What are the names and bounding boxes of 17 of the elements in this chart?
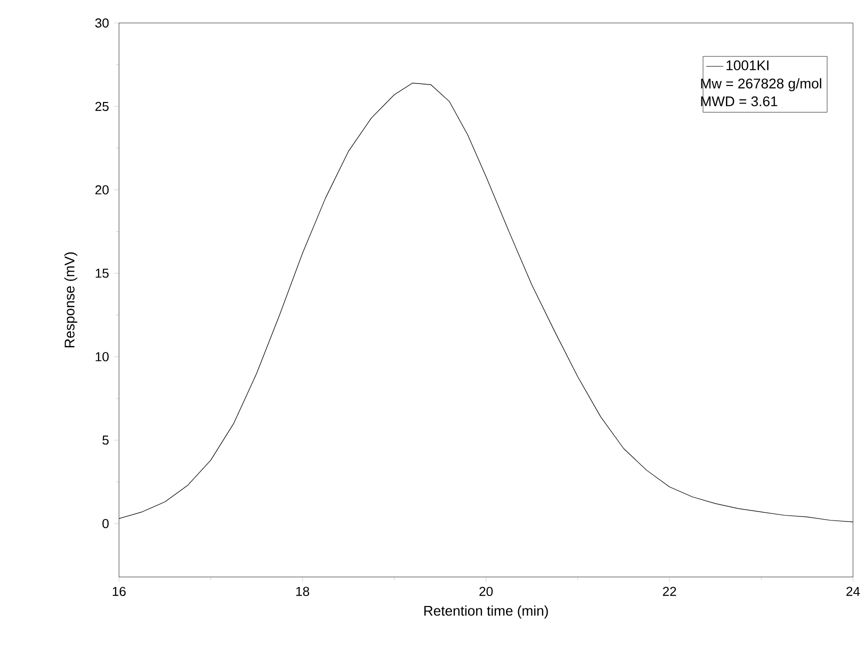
x-tick-label: 18	[296, 586, 310, 596]
x-tick-label: 16	[112, 586, 126, 596]
y-axis-title: Response (mV)	[64, 252, 78, 348]
x-axis-title: Retention time (min)	[424, 605, 548, 618]
x-tick-label: 22	[662, 586, 676, 596]
x-tick-label: 24	[846, 586, 860, 596]
x-tick-label: 20	[479, 586, 493, 596]
annotation: Mw = 267828 g/mol	[701, 78, 822, 92]
annotation: MWD = 3.61	[701, 96, 778, 106]
y-tick-label: 0	[102, 519, 109, 528]
y-tick-label: 15	[96, 268, 109, 278]
y-tick-label: 25	[95, 102, 109, 111]
y-tick-label: 5	[102, 436, 109, 445]
legend-label: 1001KI	[726, 60, 768, 70]
y-tick-label: 30	[95, 18, 109, 28]
y-tick-label: 20	[95, 185, 109, 194]
y-tick-label: 10	[96, 352, 109, 362]
